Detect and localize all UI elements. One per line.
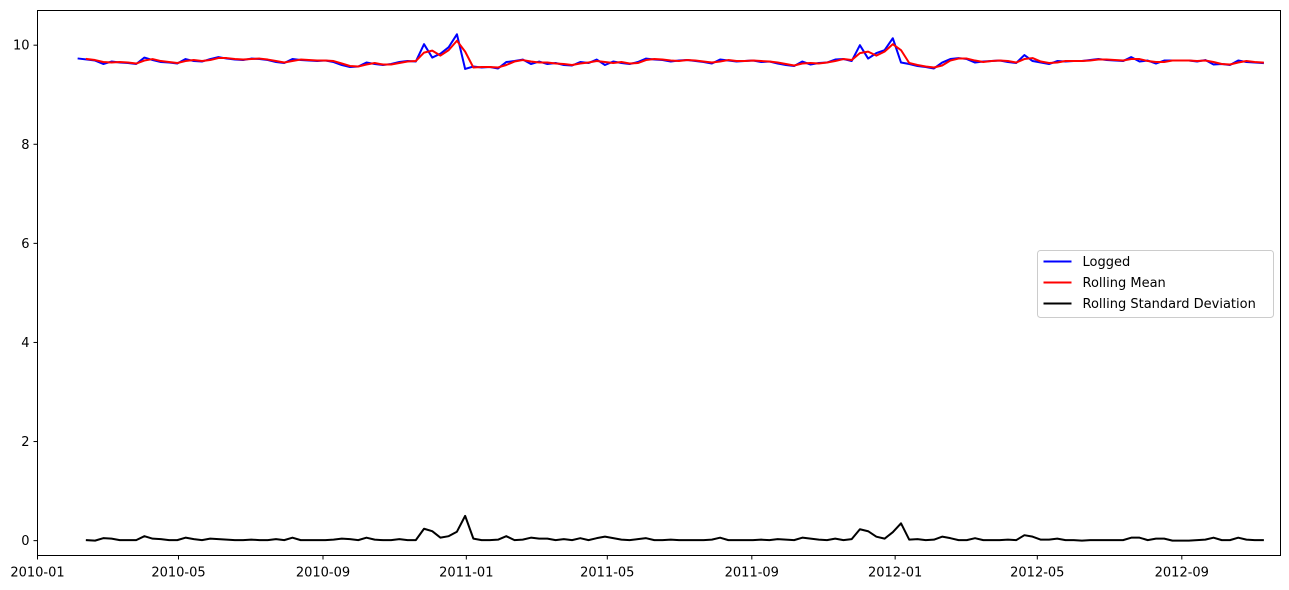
x-tick-label: 2012-01 [868,566,922,581]
plot-frame [37,10,1281,556]
legend: Logged Rolling Mean Rolling Standard Devia… [1037,250,1274,318]
x-axis: 2010-01 2010-05 2010-09 2011-01 2011-05 2011-… [10,555,1209,581]
x-tick-label: 2011-09 [725,566,779,581]
legend-label-logged: Logged [1083,255,1131,270]
series-line-logged [77,33,1264,70]
y-tick-label: 6 [21,237,29,252]
legend-label-rolling-mean: Rolling Mean [1083,276,1166,291]
y-tick-label: 0 [21,534,29,549]
x-tick-label: 2012-05 [1010,566,1064,581]
y-tick-label: 2 [21,435,29,450]
series-line-rolling-standard-deviation [85,514,1264,542]
y-tick-label: 8 [21,138,29,153]
x-tick-label: 2011-01 [439,566,493,581]
x-tick-label: 2012-09 [1155,566,1209,581]
legend-label-rolling-standard-deviation: Rolling Standard Deviation [1083,297,1256,312]
y-tick-label: 10 [13,39,30,54]
series-layer [77,33,1264,542]
x-tick-label: 2010-01 [10,566,64,581]
x-tick-label: 2010-05 [151,566,205,581]
y-axis: 0 2 4 6 8 10 [13,39,38,549]
y-tick-label: 4 [21,336,29,351]
x-tick-label: 2010-09 [296,566,350,581]
legend-box [1037,250,1274,318]
series-line-rolling-mean [85,39,1264,69]
x-tick-label: 2011-05 [580,566,634,581]
